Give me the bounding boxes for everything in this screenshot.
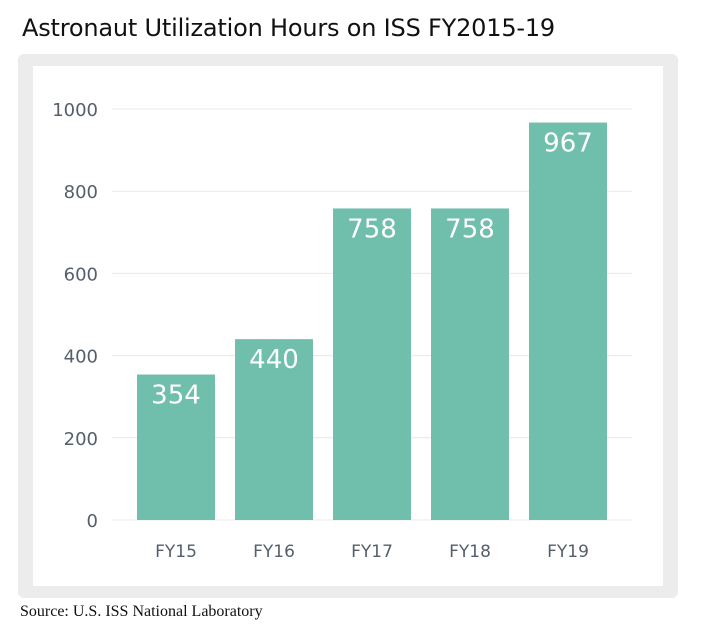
bar-value-label: 354 [151, 381, 201, 411]
x-tick-label: FY15 [155, 542, 197, 562]
y-tick-label: 0 [87, 511, 98, 532]
bar [137, 374, 215, 520]
bar-value-label: 440 [249, 345, 299, 375]
y-tick-label: 400 [64, 347, 98, 368]
y-tick-label: 800 [64, 182, 98, 203]
bar [333, 208, 411, 520]
source-note: Source: U.S. ISS National Laboratory [20, 603, 263, 620]
x-tick-label: FY18 [449, 542, 491, 562]
x-tick-label: FY19 [547, 542, 589, 562]
y-tick-label: 1000 [52, 100, 98, 121]
bar-value-label: 758 [445, 214, 495, 244]
bar-value-label: 967 [543, 129, 593, 159]
bar [529, 122, 607, 521]
x-tick-label: FY17 [351, 542, 393, 562]
bar-value-label: 758 [347, 214, 397, 244]
chart-title: Astronaut Utilization Hours on ISS FY201… [22, 14, 555, 42]
y-tick-label: 200 [64, 429, 98, 450]
x-tick-label: FY16 [253, 542, 295, 562]
bar [235, 339, 313, 520]
bar [431, 208, 509, 520]
y-tick-label: 600 [64, 264, 98, 285]
